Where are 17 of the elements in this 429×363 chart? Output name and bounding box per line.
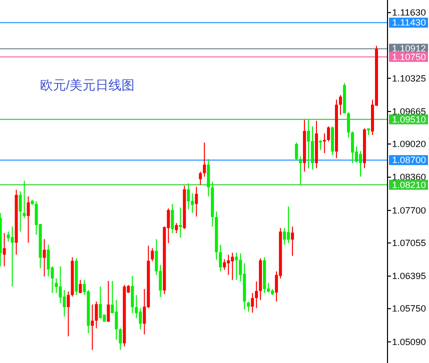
ref-label: 1.11430: [389, 18, 428, 28]
text: 欧元/美元日线图: [40, 78, 135, 92]
ref-label: 1.08210: [389, 180, 428, 190]
y-tick-label: 1.07700: [392, 205, 426, 216]
y-tick-label: 1.09020: [392, 138, 426, 149]
ref-label: 1.08700: [389, 155, 428, 166]
ref-label: 1.09510: [389, 114, 428, 124]
y-tick-label: 1.08360: [392, 172, 426, 182]
y-tick-label: 1.05750: [392, 304, 426, 314]
y-tick-label: 1.11630: [392, 8, 426, 18]
ref-label: 1.10750: [389, 52, 428, 62]
y-tick-label: 1.09665: [392, 106, 426, 117]
y-tick-label: 1.06395: [392, 271, 426, 282]
y-tick-label: 1.10325: [392, 73, 426, 84]
y-tick-label: 1.07055: [392, 238, 426, 248]
ref-label: 1.10912: [389, 44, 428, 54]
y-tick-label: 1.05090: [392, 336, 426, 347]
